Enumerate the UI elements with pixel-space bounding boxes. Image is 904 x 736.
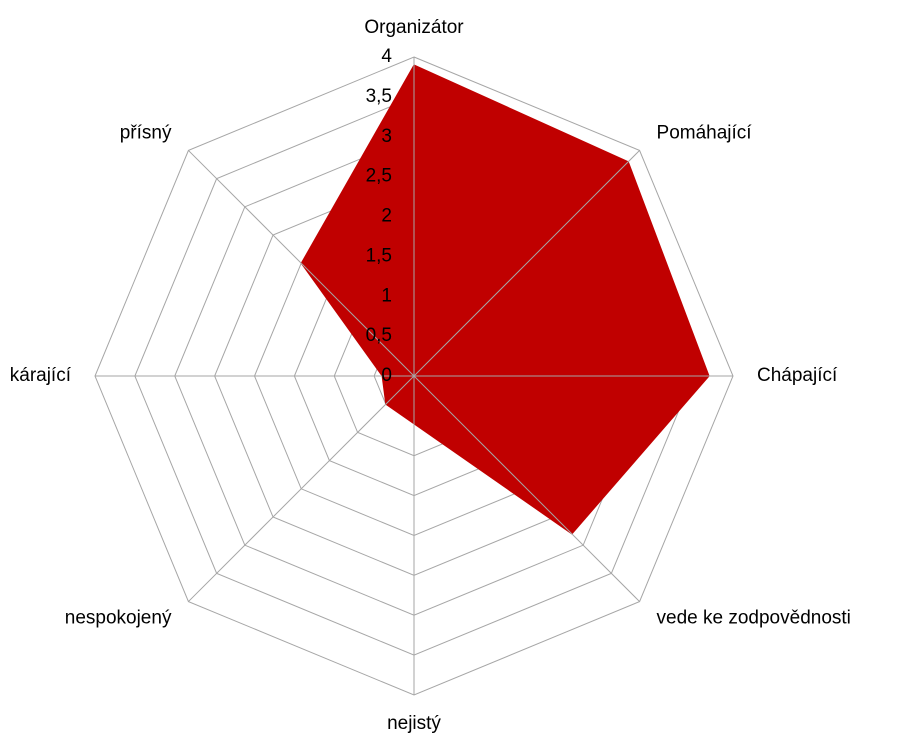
data-area xyxy=(300,64,710,535)
spoke xyxy=(188,150,415,377)
spoke xyxy=(413,375,640,602)
tick-label: 3,5 xyxy=(366,86,392,107)
tick-label: 1 xyxy=(381,285,392,306)
category-label: nespokojený xyxy=(65,608,172,629)
tick-label: 4 xyxy=(381,46,392,67)
tick-label: 3 xyxy=(381,126,392,147)
category-label: Chápající xyxy=(757,365,838,386)
spoke xyxy=(188,375,415,602)
tick-label: 1,5 xyxy=(366,245,392,266)
category-label: Pomáhající xyxy=(657,122,753,143)
tick-label: 0 xyxy=(381,365,392,386)
category-label: vede ke zodpovědnosti xyxy=(657,608,851,629)
category-label: nejistý xyxy=(387,713,441,734)
category-label: přísný xyxy=(120,122,172,143)
category-label: kárající xyxy=(10,365,72,386)
tick-label: 0,5 xyxy=(366,325,392,346)
spoke xyxy=(413,150,640,377)
tick-label: 2,5 xyxy=(366,166,392,187)
category-label: Organizátor xyxy=(364,17,464,38)
tick-label: 2 xyxy=(381,206,392,227)
